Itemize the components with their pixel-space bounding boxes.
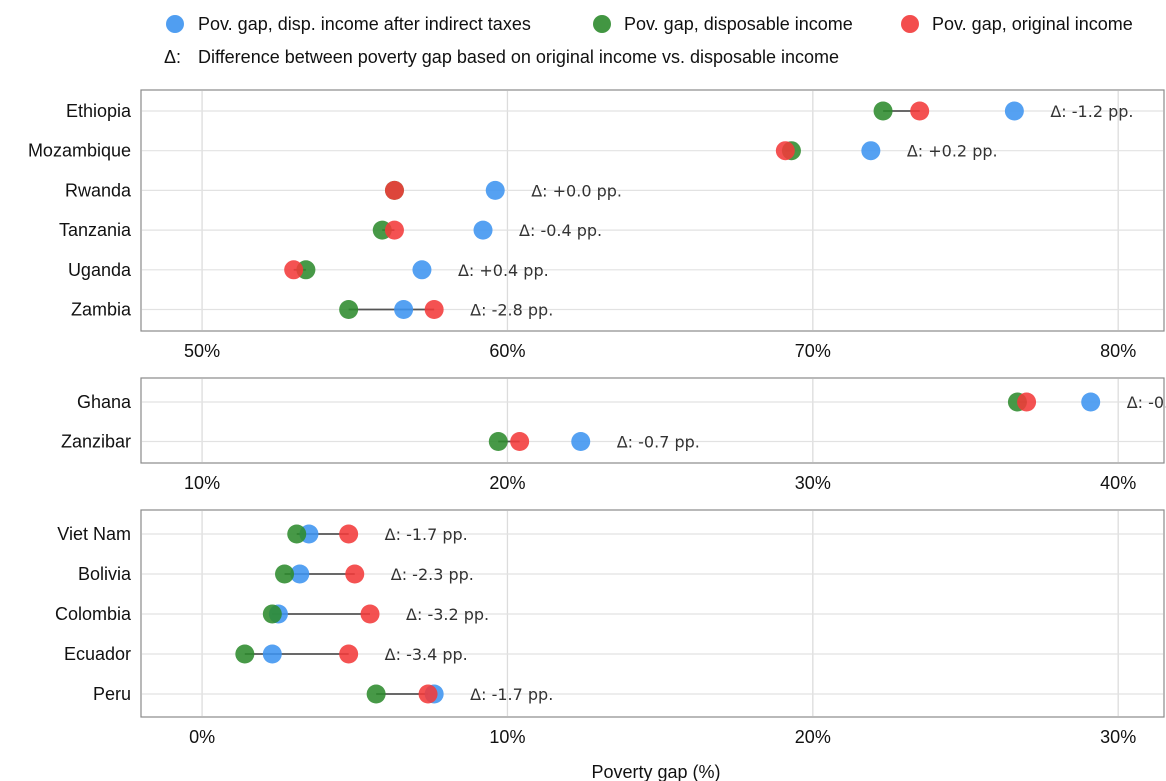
point-original-income [384, 180, 404, 200]
country-label: Ecuador [64, 644, 131, 664]
point-original-income [360, 604, 380, 624]
panel-2: 10% 20% 30% 40% Ghana Δ: -0.3 pp. Zanzibar Δ: -… [61, 377, 1166, 493]
x-tick-label: 70% [795, 341, 831, 361]
point-original-income [339, 524, 359, 544]
delta-label: Δ: +0.2 pp. [907, 142, 998, 161]
country-label: Peru [93, 684, 131, 704]
country-label: Bolivia [78, 564, 132, 584]
point-after-indirect-taxes [485, 180, 505, 200]
panel-frame [140, 377, 1165, 464]
delta-label: Δ: +0.4 pp. [458, 261, 549, 280]
point-after-indirect-taxes [473, 220, 493, 240]
point-after-indirect-taxes [861, 141, 881, 161]
point-after-indirect-taxes [394, 300, 414, 319]
delta-label: Δ: -2.3 pp. [391, 565, 474, 584]
delta-label: Δ: +0.0 pp. [531, 181, 622, 200]
point-disposable-income [488, 432, 508, 451]
legend-label-disposable: Pov. gap, disposable income [624, 14, 853, 34]
point-after-indirect-taxes [571, 432, 591, 451]
point-original-income [384, 220, 404, 240]
x-tick-label: 60% [489, 341, 525, 361]
delta-label: Δ: -0.3 pp. [1127, 393, 1166, 412]
x-tick-label: 10% [489, 727, 525, 747]
delta-label: Δ: -3.4 pp. [385, 645, 468, 664]
x-tick-label: 20% [489, 473, 525, 493]
point-original-income [418, 684, 438, 704]
delta-label: Δ: -1.7 pp. [385, 525, 468, 544]
point-original-income [339, 644, 359, 664]
country-label: Viet Nam [57, 524, 131, 544]
country-label: Uganda [68, 260, 132, 280]
legend-label-after-indirect: Pov. gap, disp. income after indirect ta… [198, 14, 531, 34]
point-original-income [424, 300, 444, 319]
point-after-indirect-taxes [262, 644, 282, 664]
country-label: Zambia [71, 300, 132, 320]
point-disposable-income [287, 524, 307, 544]
legend-marker-after-indirect [166, 15, 184, 33]
point-disposable-income [235, 644, 255, 664]
x-tick-label: 0% [189, 727, 215, 747]
panel-1: 50% 60% 70% 80% Ethiopia Δ: -1.2 pp. Mozambiqu… [28, 89, 1165, 361]
x-tick-label: 30% [795, 473, 831, 493]
point-original-income [775, 141, 795, 161]
delta-label: Δ: -1.7 pp. [470, 685, 553, 704]
country-label: Ethiopia [66, 101, 132, 121]
panels: 50% 60% 70% 80% Ethiopia Δ: -1.2 pp. Mozambiqu… [28, 89, 1166, 747]
x-tick-label: 10% [184, 473, 220, 493]
point-original-income [910, 101, 930, 121]
point-disposable-income [873, 101, 893, 121]
delta-label: Δ: -2.8 pp. [470, 301, 553, 320]
x-tick-label: 40% [1100, 473, 1136, 493]
legend-marker-original [901, 15, 919, 33]
point-disposable-income [339, 300, 359, 319]
x-tick-label: 30% [1100, 727, 1136, 747]
point-original-income [1017, 392, 1037, 412]
country-label: Zanzibar [61, 432, 131, 452]
delta-label: Δ: -1.2 pp. [1050, 102, 1133, 121]
legend-marker-disposable [593, 15, 611, 33]
delta-label: Δ: -0.4 pp. [519, 221, 602, 240]
legend-label-original: Pov. gap, original income [932, 14, 1133, 34]
country-label: Tanzania [59, 220, 132, 240]
delta-label: Δ: -3.2 pp. [406, 605, 489, 624]
panel-3: 0% 10% 20% 30% Viet Nam Δ: -1.7 pp. Bolivia Δ: … [55, 509, 1165, 747]
point-after-indirect-taxes [412, 260, 432, 280]
x-tick-label: 80% [1100, 341, 1136, 361]
point-disposable-income [262, 604, 282, 624]
point-original-income [284, 260, 304, 280]
point-original-income [345, 564, 365, 584]
country-label: Ghana [77, 392, 132, 412]
country-label: Mozambique [28, 141, 131, 161]
country-label: Rwanda [65, 180, 132, 200]
point-after-indirect-taxes [1081, 392, 1101, 412]
point-after-indirect-taxes [290, 564, 310, 584]
x-tick-label: 50% [184, 341, 220, 361]
point-disposable-income [275, 564, 295, 584]
panel-frame [140, 89, 1165, 332]
legend-delta-symbol: Δ: [164, 47, 181, 67]
point-disposable-income [366, 684, 386, 704]
point-after-indirect-taxes [1004, 101, 1024, 121]
legend: Pov. gap, disp. income after indirect ta… [164, 14, 1133, 67]
legend-delta-description: Difference between poverty gap based on … [198, 47, 839, 67]
delta-label: Δ: -0.7 pp. [617, 433, 700, 452]
x-tick-label: 20% [795, 727, 831, 747]
point-original-income [510, 432, 530, 451]
x-axis-title: Poverty gap (%) [591, 762, 720, 781]
country-label: Colombia [55, 604, 132, 624]
